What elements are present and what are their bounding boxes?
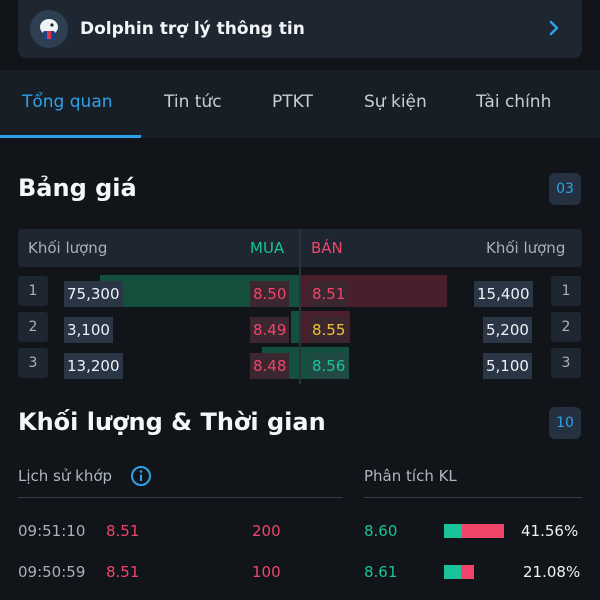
tab-bar: Tổng quan Tin tức PTKT Sự kiện Tài chính: [0, 70, 600, 138]
volume-analysis-label: Phân tích KL: [364, 467, 457, 485]
analysis-bar: [444, 524, 504, 538]
active-tab-indicator: [0, 135, 141, 138]
trade-volume: 100: [252, 563, 281, 581]
buy-depth-bar: [291, 311, 299, 343]
buy-price[interactable]: 8.49: [250, 317, 290, 343]
tab-news[interactable]: Tin tức: [164, 92, 222, 112]
buy-row-index: 2: [18, 312, 48, 342]
analysis-percent: 21.08%: [523, 563, 581, 581]
sell-row-index: 1: [551, 276, 581, 306]
trade-volume: 200: [252, 522, 281, 540]
info-icon[interactable]: [130, 465, 152, 487]
analysis-divider: [364, 497, 582, 498]
tab-technical[interactable]: PTKT: [272, 92, 313, 112]
analysis-bar: [444, 565, 504, 579]
sell-volume: 5,100: [483, 353, 532, 379]
analysis-price: 8.60: [364, 522, 398, 540]
sell-price[interactable]: 8.51: [309, 281, 349, 307]
price-board-title: Bảng giá: [18, 174, 137, 202]
trade-time: 09:51:10: [18, 522, 86, 540]
history-divider: [18, 497, 343, 498]
buy-volume: 75,300: [64, 281, 123, 307]
sell-price[interactable]: 8.56: [309, 353, 349, 379]
buy-volume-header: Khối lượng: [28, 239, 108, 257]
sell-volume-header: Khối lượng: [486, 239, 566, 257]
buy-row-index: 1: [18, 276, 48, 306]
sell-volume: 5,200: [483, 317, 532, 343]
sell-volume: 15,400: [474, 281, 533, 307]
tab-finance[interactable]: Tài chính: [476, 92, 552, 112]
trade-price: 8.51: [106, 563, 140, 581]
sell-row-index: 3: [551, 348, 581, 378]
buy-header: MUA: [250, 239, 285, 257]
orderbook-divider: [299, 229, 301, 384]
buy-price[interactable]: 8.50: [250, 281, 290, 307]
tab-overview[interactable]: Tổng quan: [22, 92, 113, 112]
sell-price[interactable]: 8.55: [309, 317, 349, 343]
dolphin-avatar-icon: [30, 10, 68, 48]
analysis-price: 8.61: [364, 563, 398, 581]
tab-events[interactable]: Sự kiện: [364, 92, 427, 112]
sell-header: BÁN: [311, 239, 343, 257]
price-board-badge[interactable]: 03: [549, 173, 581, 205]
chevron-right-icon[interactable]: [548, 19, 560, 37]
trade-price: 8.51: [106, 522, 140, 540]
assistant-title: Dolphin trợ lý thông tin: [80, 19, 305, 39]
assistant-banner[interactable]: Dolphin trợ lý thông tin: [18, 0, 582, 58]
buy-price[interactable]: 8.48: [250, 353, 290, 379]
buy-volume: 3,100: [64, 317, 113, 343]
sell-row-index: 2: [551, 312, 581, 342]
trade-time: 09:50:59: [18, 563, 86, 581]
volume-time-title: Khối lượng & Thời gian: [18, 408, 326, 436]
analysis-percent: 41.56%: [521, 522, 579, 540]
buy-volume: 13,200: [64, 353, 123, 379]
buy-row-index: 3: [18, 348, 48, 378]
volume-time-badge[interactable]: 10: [549, 407, 581, 439]
match-history-label: Lịch sử khớp: [18, 467, 113, 485]
